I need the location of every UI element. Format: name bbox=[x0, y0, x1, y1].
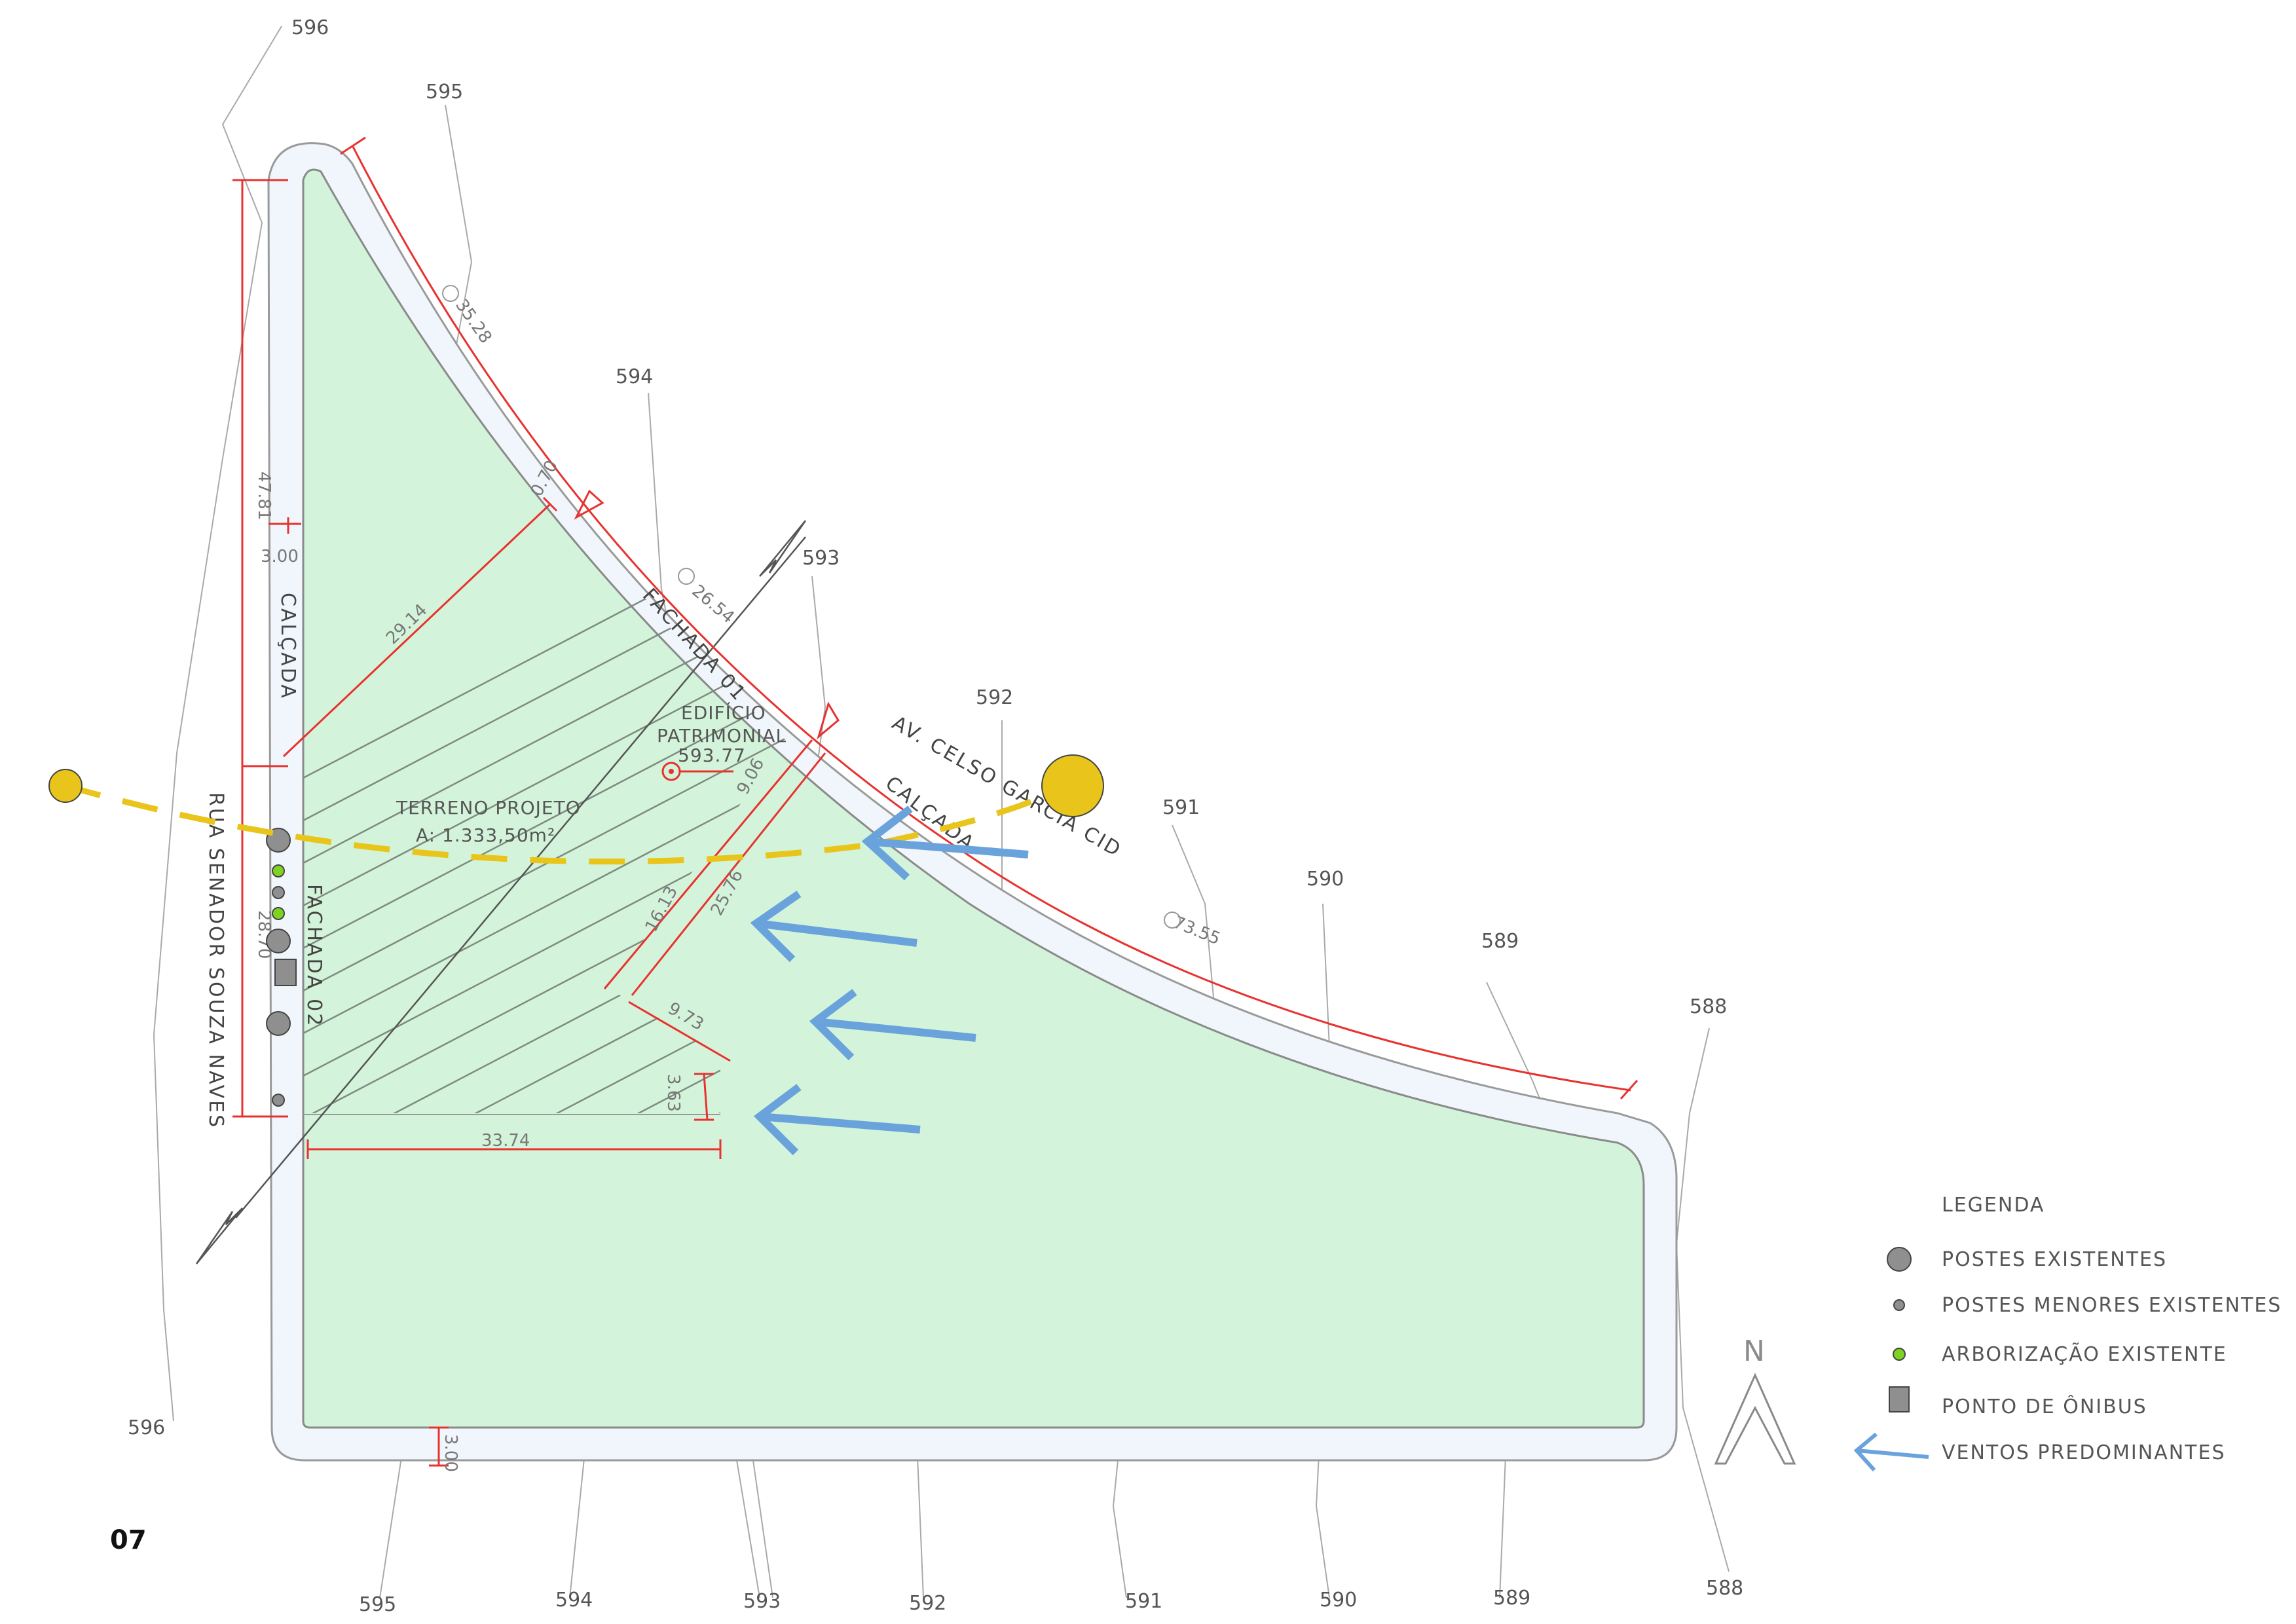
legend-small-pole-icon bbox=[1893, 1299, 1905, 1311]
contour-labels: 596 595 594 593 592 591 590 589 588 596 … bbox=[128, 16, 1743, 1616]
dim-hatch-bottom: 33.74 bbox=[481, 1131, 530, 1151]
contour-label-588-top: 588 bbox=[1690, 995, 1727, 1018]
contour-label-588-bottom: 588 bbox=[1706, 1577, 1743, 1600]
legend-large-pole-icon bbox=[1887, 1247, 1912, 1272]
legend-item-bus-stop: PONTO DE ÔNIBUS bbox=[1942, 1394, 2147, 1418]
contour-label-594-top: 594 bbox=[616, 365, 653, 388]
contour-label-591-bottom: 591 bbox=[1125, 1590, 1162, 1613]
north-arrow: N bbox=[1714, 1335, 1796, 1465]
wind-arrow-icon bbox=[861, 805, 1029, 881]
wind-arrow-icon bbox=[753, 1084, 921, 1156]
wind-arrow-icon bbox=[750, 891, 917, 963]
legend-wind-arrow-icon bbox=[1853, 1432, 1929, 1472]
tree-icon bbox=[272, 864, 285, 877]
contour-label-596-bottom: 596 bbox=[128, 1416, 165, 1439]
bus-stop-icon bbox=[274, 959, 297, 986]
legend-tree-icon bbox=[1893, 1348, 1906, 1361]
wind-arrows bbox=[750, 805, 1029, 1156]
heritage-elevation: 593.77 bbox=[678, 745, 746, 766]
dim-sidewalk-left: 3.00 bbox=[261, 547, 299, 566]
contour-label-590-bottom: 590 bbox=[1320, 1589, 1357, 1612]
sidewalk-label-left: CALÇADA bbox=[276, 593, 299, 700]
legend: LEGENDA POSTES EXISTENTES POSTES MENORES… bbox=[1853, 1194, 2282, 1472]
legend-bus-stop-icon bbox=[1889, 1386, 1910, 1412]
contour-label-594-bottom: 594 bbox=[555, 1589, 593, 1612]
contour-label-593-bottom: 593 bbox=[743, 1590, 781, 1613]
contour-label-591-top: 591 bbox=[1162, 796, 1200, 819]
small-pole-icon bbox=[272, 886, 285, 899]
contour-label-595-bottom: 595 bbox=[359, 1593, 396, 1616]
section-arrow-top bbox=[759, 520, 807, 577]
heritage-line2: PATRIMONIAL bbox=[657, 725, 787, 747]
page-number: 07 bbox=[110, 1525, 147, 1555]
dim-left-upper: 47.81 bbox=[254, 471, 274, 520]
contour-label-590-top: 590 bbox=[1306, 868, 1344, 891]
legend-item-tree: ARBORIZAÇÃO EXISTENTE bbox=[1942, 1342, 2227, 1366]
dim-arc-3: 73.55 bbox=[1170, 913, 1223, 950]
section-cut bbox=[195, 520, 807, 1264]
dimension-lines bbox=[232, 136, 1639, 1467]
section-arrow-bottom bbox=[195, 1208, 243, 1264]
large-pole-icon bbox=[266, 929, 291, 953]
contour-label-596-top: 596 bbox=[291, 16, 329, 39]
facade-2-label: FACHADA 02 bbox=[303, 884, 325, 1027]
small-pole-icon bbox=[272, 1094, 285, 1107]
contour-label-593-top: 593 bbox=[802, 547, 840, 570]
sun-icon bbox=[48, 769, 83, 803]
dim-inner-short: 3.63 bbox=[663, 1074, 683, 1112]
lot-area: A: 1.333,50m² bbox=[416, 824, 555, 846]
contour-label-589-top: 589 bbox=[1481, 930, 1519, 953]
north-letter: N bbox=[1743, 1335, 1765, 1368]
heritage-line1: EDIFÍCIO bbox=[681, 701, 766, 724]
legend-item-wind: VENTOS PREDOMINANTES bbox=[1942, 1441, 2226, 1464]
large-pole-icon bbox=[266, 1011, 291, 1036]
north-arrow-icon bbox=[1714, 1373, 1796, 1465]
contour-588 bbox=[1675, 1027, 1730, 1572]
contour-label-592-top: 592 bbox=[976, 686, 1013, 709]
sun-icon bbox=[1041, 754, 1104, 817]
contour-label-595-top: 595 bbox=[426, 81, 463, 103]
dim-arc-2: 26.54 bbox=[688, 581, 738, 627]
dim-sidewalk-bottom: 3.00 bbox=[441, 1434, 460, 1472]
elevation-marker-icon bbox=[661, 762, 733, 781]
contour-label-589-bottom: 589 bbox=[1493, 1587, 1530, 1610]
side-street-label: RUA SENADOR SOUZA NAVES bbox=[204, 792, 227, 1129]
avenue-boundary bbox=[351, 145, 1631, 1092]
sun-path bbox=[48, 754, 1104, 865]
lot-name: TERRENO PROJETO bbox=[396, 797, 581, 819]
legend-title: LEGENDA bbox=[1942, 1194, 2045, 1217]
legend-item-small-pole: POSTES MENORES EXISTENTES bbox=[1942, 1294, 2282, 1317]
legend-item-large-pole: POSTES EXISTENTES bbox=[1942, 1248, 2167, 1271]
tree-icon bbox=[272, 907, 285, 920]
contour-label-592-bottom: 592 bbox=[909, 1592, 946, 1615]
contour-596 bbox=[153, 26, 282, 1422]
wind-arrow-icon bbox=[809, 989, 976, 1061]
